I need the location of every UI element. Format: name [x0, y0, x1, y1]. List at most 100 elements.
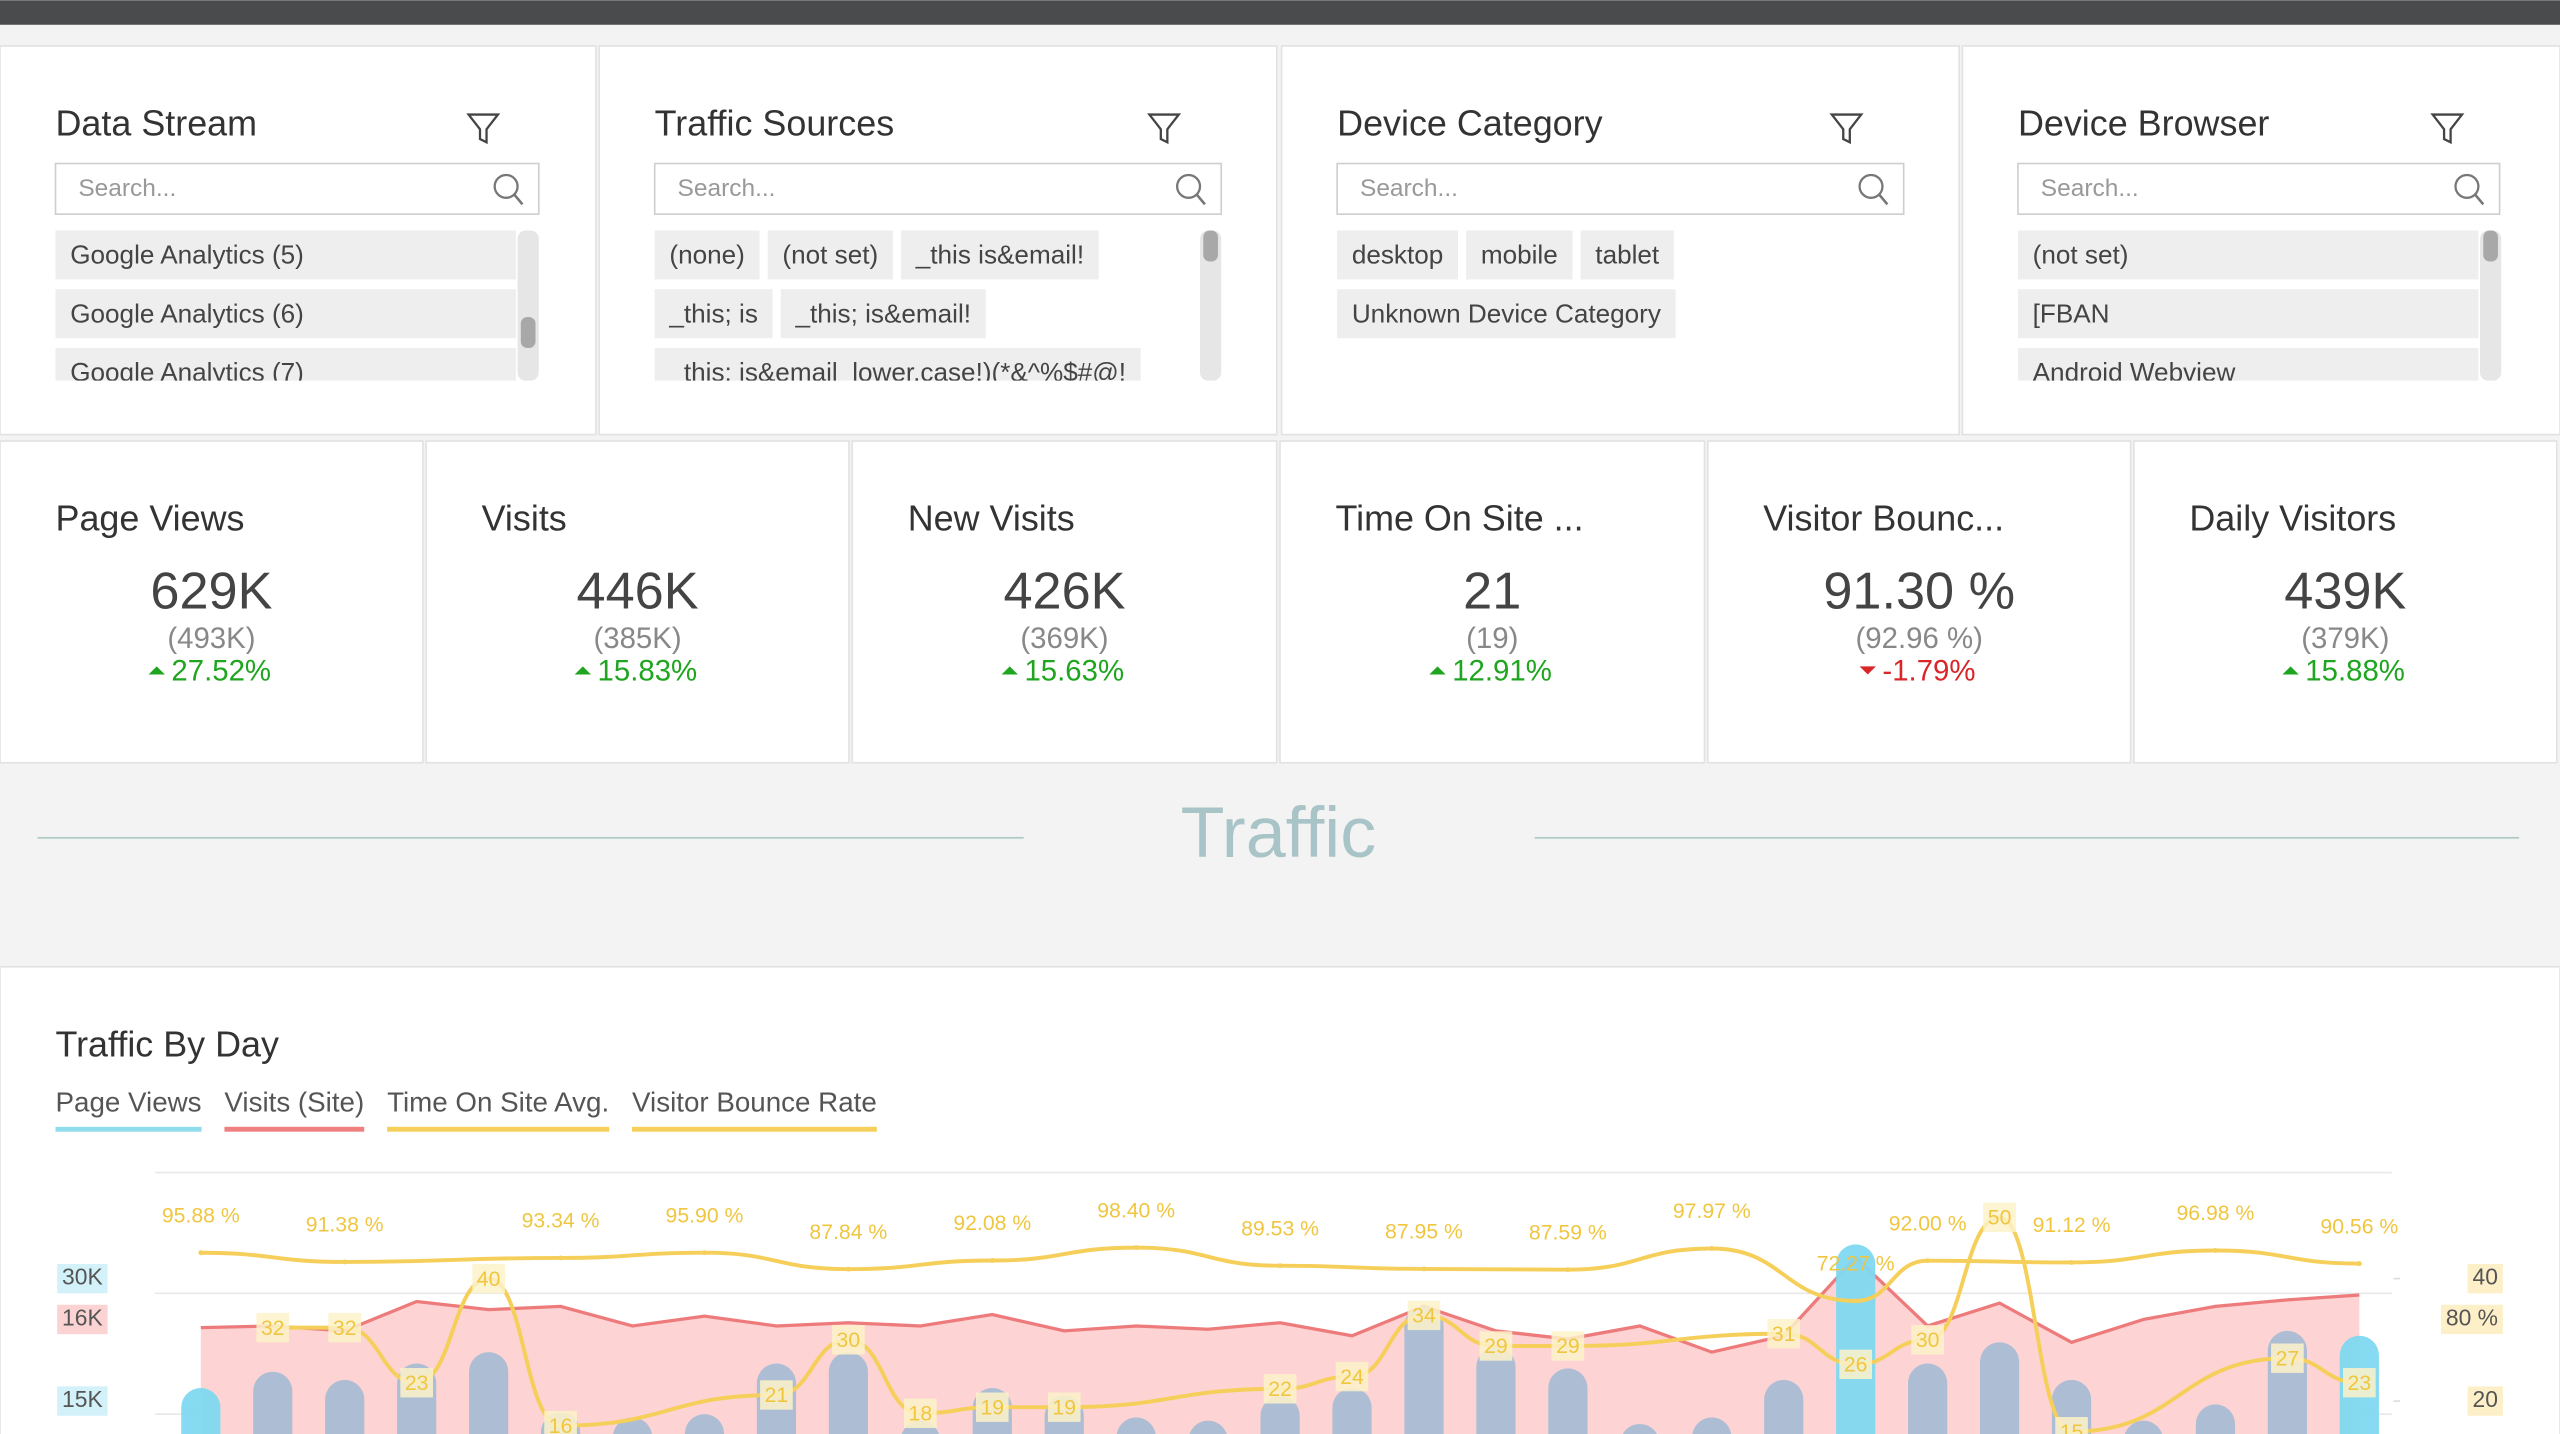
chip[interactable]: [654, 289, 773, 339]
filter-icon[interactable]: [466, 113, 501, 145]
point-label-bg: [1263, 1374, 1297, 1404]
point-label-bg: [472, 1263, 505, 1294]
legend-label[interactable]: Time On Site Avg.: [387, 1086, 609, 1117]
page-view-bar: [1404, 1306, 1444, 1434]
search-box[interactable]: [1336, 162, 1905, 215]
legend: Page Views Visits (Site) Time On Site Avg.…: [56, 1086, 877, 1132]
scrollbar-thumb[interactable]: [1203, 230, 1218, 262]
search-icon: [1858, 173, 1884, 199]
point-label-bg: [256, 1312, 290, 1343]
list-item[interactable]: [55, 348, 516, 397]
search-box[interactable]: [54, 162, 540, 215]
scrollbar-thumb[interactable]: [2483, 230, 2498, 262]
legend-label[interactable]: Page Views: [56, 1086, 202, 1117]
page-view-bar: [253, 1371, 293, 1434]
point: [1565, 1267, 1571, 1273]
chip[interactable]: [901, 230, 1099, 280]
point-label: 40: [477, 1268, 501, 1291]
point-label: 98.40 %: [1097, 1199, 1175, 1222]
point-label: 18: [909, 1403, 933, 1426]
visits-line: [200, 1255, 2360, 1354]
legend-label[interactable]: Visitor Bounce Rate: [632, 1086, 877, 1117]
filter-icon[interactable]: [2430, 113, 2465, 145]
legend-label[interactable]: Visits (Site): [224, 1086, 364, 1117]
search-box[interactable]: [2017, 162, 2501, 215]
kpi-arrow: [2282, 666, 2299, 675]
kpi-value: 446K: [577, 562, 699, 620]
chip[interactable]: [654, 348, 1141, 397]
point: [702, 1250, 707, 1256]
point-label: 30: [837, 1329, 861, 1352]
chip[interactable]: [654, 230, 760, 280]
kpi-change: 15.83%: [598, 655, 698, 688]
list-item[interactable]: [2017, 289, 2479, 339]
point-label-bg: [1911, 1325, 1944, 1355]
search-icon: [1195, 193, 1206, 206]
filter-items: (none) (not set) _this is&email! _this; is _…: [654, 230, 1141, 397]
point-label: 97.97 %: [1673, 1200, 1751, 1223]
point-label-bg: [328, 1312, 362, 1343]
list-item-label: [FBAN: [2033, 298, 2110, 328]
chip[interactable]: [1466, 230, 1573, 280]
point-label: 96.98 %: [2177, 1202, 2255, 1225]
kpi-title: Visitor Bounc...: [1763, 498, 2004, 539]
kpi-tile: [425, 440, 850, 764]
page-view-bar: [1764, 1379, 1804, 1434]
search-icon: [2474, 193, 2485, 206]
page-view-bar: [469, 1352, 509, 1434]
chip[interactable]: [1580, 230, 1674, 280]
scrollbar-track: [1200, 230, 1222, 381]
scrollbar-thumb[interactable]: [520, 317, 536, 349]
axis-tick-bg: [57, 1263, 108, 1294]
chip[interactable]: [767, 230, 893, 280]
point-label: 32: [261, 1317, 285, 1340]
section-divider: Traffic: [37, 793, 2520, 873]
point-label: 27: [2276, 1347, 2300, 1370]
point-label-bg: [832, 1325, 865, 1355]
search-placeholder: Search...: [2041, 175, 2139, 202]
point: [2356, 1261, 2362, 1267]
point-label: 19: [980, 1396, 1004, 1419]
point-label-bg: [2343, 1368, 2376, 1398]
point-label: 89.53 %: [1241, 1217, 1319, 1240]
chip-label: desktop: [1352, 239, 1443, 269]
kpi-previous: (19): [1466, 622, 1518, 655]
list-item-label: Android Webview: [2033, 357, 2236, 387]
kpi-tile: [851, 440, 1278, 764]
chip[interactable]: [1337, 289, 1676, 339]
search-icon: [493, 173, 519, 199]
axis-tick-bg: [2440, 1304, 2503, 1335]
search-placeholder: Search...: [678, 175, 776, 202]
point-label: 90.56 %: [2320, 1215, 2398, 1238]
point-label-bg: [975, 1392, 1009, 1422]
top-bar: [0, 0, 2560, 25]
kpi-value: 439K: [2284, 562, 2406, 620]
point: [1925, 1258, 1931, 1264]
legend-underline: [224, 1126, 365, 1132]
chip[interactable]: [1337, 230, 1458, 280]
list-item[interactable]: [2017, 348, 2479, 397]
point-label: 91.38 %: [306, 1214, 384, 1237]
axis-tick-bg: [2467, 1386, 2503, 1416]
filter-icon[interactable]: [1829, 113, 1864, 145]
list-item[interactable]: [55, 230, 516, 280]
axis-tick-label: 16K: [62, 1304, 103, 1330]
kpi-value: 629K: [150, 562, 272, 620]
chart-title: Traffic By Day: [56, 1023, 280, 1064]
kpi-arrow: [1001, 666, 1018, 675]
filter-icon[interactable]: [1147, 113, 1182, 145]
chip-label: _this; is&email!: [794, 298, 971, 328]
point-label: 26: [1844, 1354, 1868, 1377]
point-label-bg: [760, 1380, 793, 1410]
list-item[interactable]: [2017, 230, 2479, 280]
plot: 32 32 23 40 16 21 30 18 19 19 22 24 34 29 29 31 26 30 50 15…: [57, 1171, 2503, 1434]
point-label-bg: [544, 1410, 577, 1434]
list-item[interactable]: [55, 289, 516, 339]
kpi-title: Visits: [482, 498, 567, 539]
filter-items: desktop mobile tablet Unknown Device Catego…: [1337, 230, 1676, 339]
page-view-bar: [2124, 1420, 2163, 1434]
search-box[interactable]: [653, 162, 1223, 215]
chip[interactable]: [780, 289, 986, 339]
kpi-tile: [0, 440, 424, 764]
